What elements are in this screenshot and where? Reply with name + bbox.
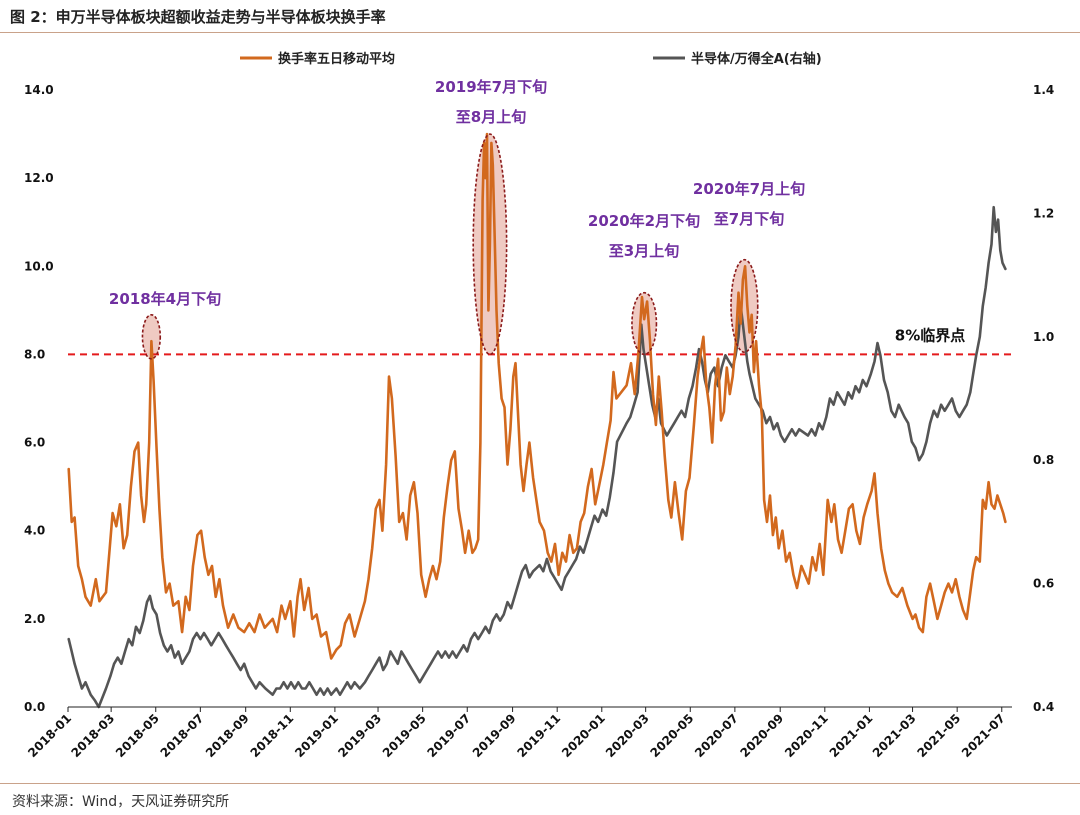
y-right-tick-label: 1.4 [1033,83,1054,97]
top-rule [0,32,1080,33]
annotation-region-fill-1 [142,314,161,359]
y-left-tick-label: 6.0 [24,436,45,450]
x-tick-label: 2019-05 [380,711,429,760]
x-tick-label: 2018-09 [203,711,252,760]
x-tick-label: 2018-05 [113,711,162,760]
x-tick-label: 2018-11 [248,711,297,760]
x-tick-label: 2019-01 [292,711,341,760]
x-tick-label: 2021-03 [870,711,919,760]
x-tick-label: 2018-01 [25,711,74,760]
x-tick-label: 2018-07 [158,711,207,760]
y-left-tick-label: 0.0 [24,700,45,714]
x-tick-label: 2020-09 [737,711,786,760]
x-tick-label: 2019-11 [514,711,563,760]
x-tick-label: 2020-01 [559,711,608,760]
figure-title: 图 2：申万半导体板块超额收益走势与半导体板块换手率 [10,8,386,26]
x-tick-label: 2018-03 [68,711,117,760]
legend: 换手率五日移动平均 半导体/万得全A(右轴) [240,51,822,67]
series-line-excess [67,205,1007,709]
series-layer [67,132,1007,709]
x-tick-label: 2019-03 [335,711,384,760]
y-right-tick-label: 1.0 [1033,330,1054,344]
figure-source: 资料来源：Wind，天风证券研究所 [12,794,230,810]
y-left-tick-label: 4.0 [24,524,45,538]
y-left-tick-label: 10.0 [24,259,54,273]
axes-layer: 2018-012018-032018-052018-072018-092018-… [24,83,1054,760]
annotation-label-4: 2020年7月上旬 [693,180,805,198]
y-right-tick-label: 0.4 [1033,700,1054,714]
annotation-label-2: 2019年7月下旬 [435,78,547,96]
legend-label-turnover: 换手率五日移动平均 [278,51,395,67]
x-tick-label: 2021-05 [914,711,963,760]
annotation-label-4: 至7月下旬 [714,210,784,228]
x-tick-label: 2019-09 [470,711,519,760]
y-left-tick-label: 8.0 [24,347,45,361]
annotation-label-3: 2020年2月下旬 [588,212,700,230]
y-left-tick-label: 14.0 [24,83,54,97]
y-right-tick-label: 1.2 [1033,206,1054,220]
annotation-label-1: 2018年4月下旬 [109,290,221,308]
ellipse-outlines [141,133,759,360]
x-tick-label: 2020-03 [603,711,652,760]
annotation-region-outline-4 [730,258,759,354]
annotation-label-2: 至8月上旬 [456,108,526,126]
annotation-region-outline-1 [141,313,162,360]
x-tick-label: 2021-07 [959,711,1008,760]
y-right-tick-label: 0.6 [1033,577,1054,591]
series-line-turnover [67,132,1007,660]
y-left-tick-label: 2.0 [24,612,45,626]
x-tick-label: 2019-07 [425,711,474,760]
x-tick-label: 2020-07 [692,711,741,760]
annotation-label-3: 至3月上旬 [609,242,679,260]
y-left-tick-label: 12.0 [24,171,54,185]
annotation-region-outline-3 [631,291,658,356]
x-tick-label: 2020-11 [782,711,831,760]
x-tick-label: 2020-05 [648,711,697,760]
threshold-label: 8%临界点 [895,326,965,344]
bottom-rule [0,783,1080,784]
y-right-tick-label: 0.8 [1033,453,1054,467]
x-tick-label: 2021-01 [827,711,876,760]
annotation-region-outline-2 [472,133,508,356]
legend-label-excess: 半导体/万得全A(右轴) [691,51,822,67]
